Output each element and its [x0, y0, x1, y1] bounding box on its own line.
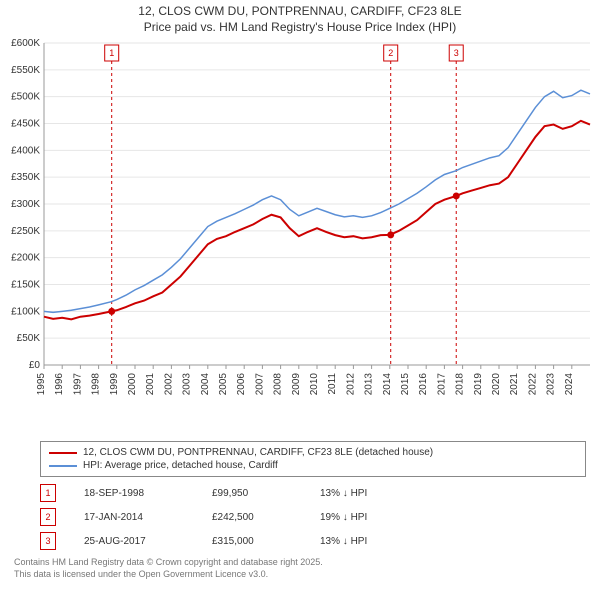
title-line1: 12, CLOS CWM DU, PONTPRENNAU, CARDIFF, C… — [0, 4, 600, 20]
footer-line1: Contains HM Land Registry data © Crown c… — [14, 557, 586, 569]
svg-text:2023: 2023 — [546, 373, 557, 396]
svg-text:2006: 2006 — [236, 373, 247, 396]
event-date: 18-SEP-1998 — [84, 488, 184, 499]
svg-text:2000: 2000 — [127, 373, 138, 396]
legend: 12, CLOS CWM DU, PONTPRENNAU, CARDIFF, C… — [40, 441, 586, 477]
event-date: 17-JAN-2014 — [84, 512, 184, 523]
svg-text:£300K: £300K — [11, 199, 40, 210]
svg-text:2021: 2021 — [509, 373, 520, 396]
legend-row-1: 12, CLOS CWM DU, PONTPRENNAU, CARDIFF, C… — [49, 446, 577, 459]
legend-label-1: 12, CLOS CWM DU, PONTPRENNAU, CARDIFF, C… — [83, 447, 433, 458]
svg-text:£50K: £50K — [17, 333, 41, 344]
svg-text:£550K: £550K — [11, 65, 40, 76]
chart-svg: £0 £50K £100K £150K £200K £250K £300K £350K £400… — [0, 35, 600, 435]
svg-text:2014: 2014 — [382, 373, 393, 396]
legend-row-2: HPI: Average price, detached house, Card… — [49, 459, 577, 472]
title-line2: Price paid vs. HM Land Registry's House … — [0, 20, 600, 36]
event-price: £99,950 — [212, 488, 292, 499]
svg-text:1998: 1998 — [91, 373, 102, 396]
svg-text:2011: 2011 — [327, 373, 338, 395]
svg-text:2009: 2009 — [291, 373, 302, 396]
legend-label-2: HPI: Average price, detached house, Card… — [83, 460, 278, 471]
event-price: £242,500 — [212, 512, 292, 523]
svg-text:2010: 2010 — [309, 373, 320, 396]
svg-text:2005: 2005 — [218, 373, 229, 396]
event-row: 3 25-AUG-2017 £315,000 13% ↓ HPI — [40, 529, 586, 553]
chart-area: £0 £50K £100K £150K £200K £250K £300K £350K £400… — [0, 35, 600, 435]
svg-text:£500K: £500K — [11, 92, 40, 103]
svg-text:£450K: £450K — [11, 119, 40, 130]
svg-text:£350K: £350K — [11, 172, 40, 183]
svg-text:2012: 2012 — [345, 373, 356, 396]
svg-text:2019: 2019 — [473, 373, 484, 396]
event-diff: 13% ↓ HPI — [320, 536, 410, 547]
svg-text:2007: 2007 — [254, 373, 265, 396]
svg-text:2024: 2024 — [564, 373, 575, 396]
event-date: 25-AUG-2017 — [84, 536, 184, 547]
svg-text:£400K: £400K — [11, 146, 40, 157]
svg-text:3: 3 — [454, 48, 459, 58]
svg-text:2: 2 — [388, 48, 393, 58]
svg-text:2017: 2017 — [436, 373, 447, 396]
svg-text:1997: 1997 — [72, 373, 83, 396]
svg-text:2002: 2002 — [163, 373, 174, 396]
svg-text:2003: 2003 — [182, 373, 193, 396]
svg-text:£150K: £150K — [11, 280, 40, 291]
svg-text:£100K: £100K — [11, 307, 40, 318]
event-row: 1 18-SEP-1998 £99,950 13% ↓ HPI — [40, 481, 586, 505]
svg-text:2013: 2013 — [364, 373, 375, 396]
event-diff: 13% ↓ HPI — [320, 488, 410, 499]
svg-text:2016: 2016 — [418, 373, 429, 396]
legend-swatch-2 — [49, 465, 77, 467]
svg-text:2018: 2018 — [455, 373, 466, 396]
footer-line2: This data is licensed under the Open Gov… — [14, 569, 586, 581]
event-row: 2 17-JAN-2014 £242,500 19% ↓ HPI — [40, 505, 586, 529]
chart-title: 12, CLOS CWM DU, PONTPRENNAU, CARDIFF, C… — [0, 0, 600, 35]
footer: Contains HM Land Registry data © Crown c… — [14, 557, 586, 580]
event-marker: 3 — [40, 532, 56, 550]
svg-text:2022: 2022 — [527, 373, 538, 396]
events-table: 1 18-SEP-1998 £99,950 13% ↓ HPI 2 17-JAN-2014… — [40, 481, 586, 553]
event-marker: 1 — [40, 484, 56, 502]
svg-text:1995: 1995 — [36, 373, 47, 396]
svg-text:£0: £0 — [29, 360, 41, 371]
svg-text:2008: 2008 — [273, 373, 284, 396]
svg-text:1996: 1996 — [54, 373, 65, 396]
svg-text:2001: 2001 — [145, 373, 156, 396]
event-marker: 2 — [40, 508, 56, 526]
svg-text:£600K: £600K — [11, 38, 40, 49]
svg-text:1: 1 — [109, 48, 114, 58]
event-diff: 19% ↓ HPI — [320, 512, 410, 523]
svg-text:£200K: £200K — [11, 253, 40, 264]
svg-text:1999: 1999 — [109, 373, 120, 396]
svg-text:£250K: £250K — [11, 226, 40, 237]
event-price: £315,000 — [212, 536, 292, 547]
svg-text:2004: 2004 — [200, 373, 211, 396]
svg-text:2015: 2015 — [400, 373, 411, 396]
legend-swatch-1 — [49, 452, 77, 454]
svg-text:2020: 2020 — [491, 373, 502, 396]
